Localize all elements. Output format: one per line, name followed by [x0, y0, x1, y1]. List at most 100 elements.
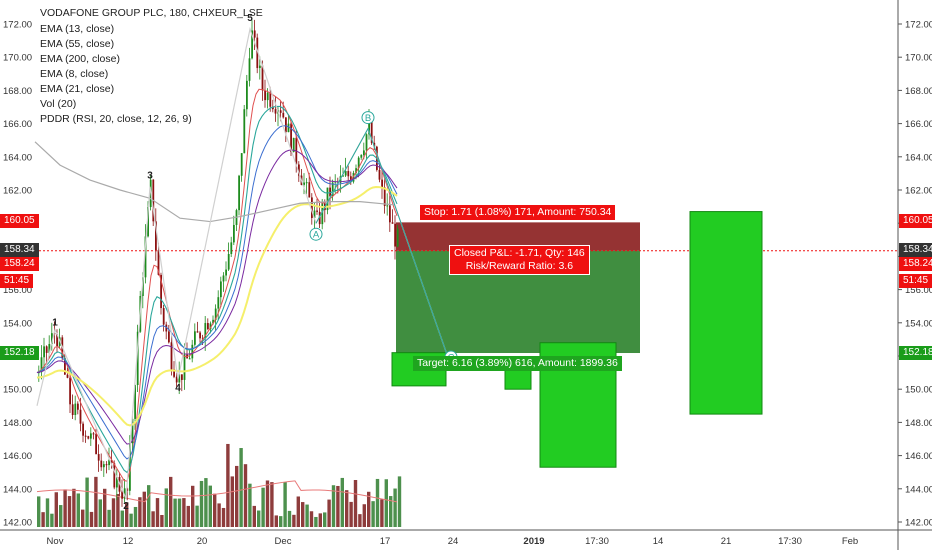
- candle-body: [100, 460, 103, 468]
- volume-bar: [89, 511, 94, 527]
- ema13-line: [36, 105, 398, 474]
- price-tick-label-left: 150.00: [3, 385, 32, 396]
- candle-body: [209, 323, 212, 330]
- volume-bar: [138, 497, 142, 527]
- candle-body: [316, 210, 318, 212]
- wave-label-5: 5: [247, 13, 253, 24]
- candle-body: [105, 464, 108, 466]
- volume-bar: [235, 465, 239, 527]
- price-tick-label-left: 166.00: [3, 119, 32, 130]
- closed-pnl-label[interactable]: Closed P&L: -1.71, Qty: 146 Risk/Reward …: [449, 245, 590, 275]
- candle-body: [134, 384, 136, 419]
- indicator-ema13[interactable]: EMA (13, close): [40, 23, 115, 35]
- candle-body: [391, 222, 394, 224]
- volume-bar: [345, 490, 349, 527]
- price-tick-label: 172.00: [905, 20, 932, 31]
- candle-body: [110, 460, 113, 464]
- volume-bar: [204, 478, 208, 527]
- candle-body: [347, 171, 350, 177]
- volume-bar: [199, 480, 204, 527]
- indicator-ema8[interactable]: EMA (8, close): [40, 68, 109, 80]
- indicator-ema21[interactable]: EMA (21, close): [40, 83, 115, 95]
- price-tick-label: 156.00: [905, 285, 932, 296]
- volume-bar: [151, 511, 155, 527]
- stop-label[interactable]: Stop: 1.71 (1.08%) 171, Amount: 750.34: [420, 205, 616, 220]
- candle-body: [131, 418, 134, 444]
- volume-bar: [98, 499, 102, 527]
- volume-bar: [125, 502, 129, 527]
- wave-label-2: 2: [123, 501, 129, 512]
- price-tick-label: 146.00: [905, 451, 932, 462]
- volume-bar: [164, 488, 168, 527]
- candle-body: [279, 110, 282, 113]
- indicator-ema200[interactable]: EMA (200, close): [40, 53, 120, 65]
- volume-bar: [331, 485, 336, 527]
- volume-bar: [301, 502, 305, 527]
- projection-box[interactable]: [689, 211, 763, 415]
- candle-body: [355, 168, 357, 173]
- candle-body: [269, 92, 272, 107]
- indicator-pddr[interactable]: PDDR (RSI, 20, close, 12, 26, 9): [40, 113, 192, 125]
- candle-body: [214, 308, 217, 320]
- volume-bar: [314, 516, 318, 527]
- candle-body: [79, 409, 82, 424]
- volume-bar: [59, 505, 63, 527]
- candle-body: [43, 346, 45, 358]
- volume-bar: [305, 504, 309, 527]
- indicator-ema55[interactable]: EMA (55, close): [40, 38, 115, 50]
- time-tick-label: Dec: [275, 536, 292, 547]
- volume-bar: [213, 493, 217, 527]
- candle-body: [233, 224, 235, 243]
- indicator-volume[interactable]: Vol (20): [40, 98, 77, 110]
- projection-box[interactable]: [504, 368, 532, 390]
- countdown-tag: 51:45: [899, 274, 932, 288]
- candle-body: [357, 157, 360, 169]
- volume-bar: [221, 507, 226, 527]
- last-price-tag-left: 158.24: [0, 257, 39, 271]
- candle-body: [308, 182, 311, 198]
- candle-body: [157, 249, 160, 275]
- candle-body: [90, 433, 92, 439]
- target-price-tag: 152.18: [899, 346, 932, 360]
- price-tick-label-left: 146.00: [3, 451, 32, 462]
- candle-body: [204, 323, 207, 339]
- price-tick-label-left: 148.00: [3, 418, 32, 429]
- time-tick-label: 24: [448, 536, 459, 547]
- candle-body: [181, 374, 183, 380]
- candle-body: [365, 134, 368, 151]
- candle-body: [64, 357, 66, 375]
- volume-bar: [116, 494, 120, 527]
- candle-body: [292, 137, 295, 153]
- volume-bar: [37, 496, 41, 527]
- volume-bar: [265, 480, 270, 527]
- price-tick-label: 164.00: [905, 152, 932, 163]
- time-tick-label: 2019: [523, 536, 544, 547]
- candle-body: [266, 92, 269, 101]
- candle-body: [45, 346, 48, 353]
- target-price-tag-left: 152.18: [0, 346, 39, 360]
- price-tick-label: 154.00: [905, 318, 932, 329]
- volume-bar: [340, 477, 344, 527]
- wave-label-B: B: [365, 113, 371, 124]
- price-tick-label-left: 164.00: [3, 152, 32, 163]
- volume-bar: [362, 504, 366, 527]
- target-label[interactable]: Target: 6.16 (3.89%) 616, Amount: 1899.3…: [413, 356, 622, 371]
- price-tick-label-left: 156.00: [3, 285, 32, 296]
- symbol-title[interactable]: VODAFONE GROUP PLC, 180, CHXEUR_LSE: [40, 7, 263, 19]
- candle-body: [173, 369, 175, 377]
- volume-bar: [142, 491, 146, 527]
- abc-wave-line: [315, 127, 452, 367]
- candle-body: [370, 121, 373, 143]
- candle-body: [175, 376, 178, 383]
- candle-body: [170, 342, 173, 370]
- candle-body: [386, 205, 389, 207]
- volume-bar: [147, 485, 151, 527]
- candle-body: [191, 344, 194, 359]
- candle-body: [97, 454, 100, 461]
- candle-body: [66, 374, 69, 378]
- risk-reward-text: Risk/Reward Ratio: 3.6: [465, 260, 574, 272]
- volume-bar: [327, 499, 331, 527]
- volume-bar: [349, 501, 353, 527]
- candle-body: [121, 491, 123, 499]
